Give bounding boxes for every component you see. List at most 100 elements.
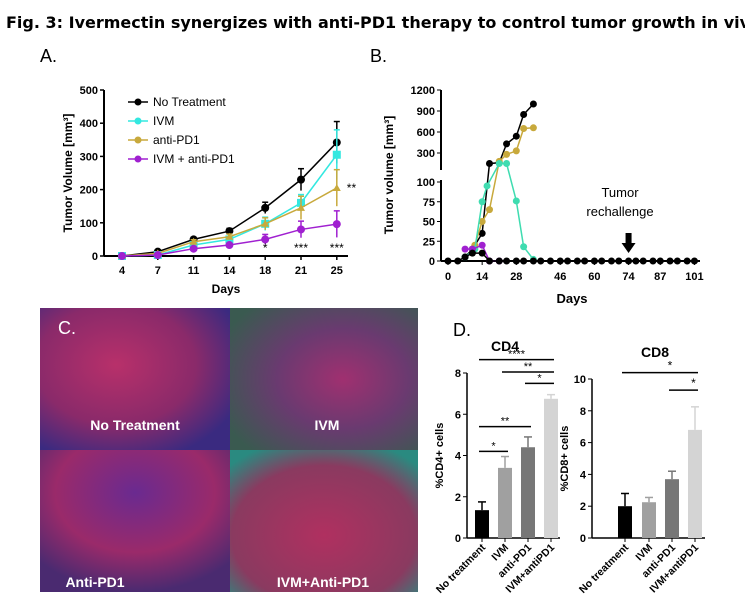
y-tick-label: 100 bbox=[80, 218, 98, 230]
data-point bbox=[225, 227, 234, 236]
bar bbox=[688, 429, 702, 538]
chart-title: CD8 bbox=[641, 344, 669, 360]
data-point bbox=[529, 124, 537, 132]
y-tick-label: 400 bbox=[80, 118, 98, 130]
data-point bbox=[503, 160, 511, 167]
data-point bbox=[590, 257, 598, 265]
panel-a-label: A. bbox=[40, 46, 57, 66]
data-point bbox=[297, 225, 305, 234]
data-point bbox=[332, 220, 341, 229]
data-point bbox=[656, 257, 664, 265]
data-point bbox=[520, 257, 528, 265]
y-axis-label: %CD4+ cells bbox=[434, 423, 446, 489]
data-point bbox=[332, 183, 341, 191]
bar bbox=[544, 398, 558, 538]
y-tick-label: 2 bbox=[455, 492, 461, 504]
y-tick-label: 600 bbox=[417, 127, 435, 139]
data-point bbox=[512, 197, 520, 205]
panel-c-label: C. bbox=[58, 318, 76, 338]
data-point bbox=[537, 257, 545, 265]
x-tick-label: 28 bbox=[510, 271, 522, 283]
x-tick-label: 60 bbox=[588, 271, 600, 283]
x-tick-label: No treatment bbox=[434, 541, 489, 596]
image-ivm bbox=[230, 308, 418, 450]
significance-mark: *** bbox=[330, 241, 344, 255]
x-tick-label: 4 bbox=[119, 265, 126, 277]
y-tick-label: 4 bbox=[455, 451, 462, 463]
label-ivm-anti-pd1: IVM+Anti-PD1 bbox=[277, 574, 369, 590]
data-point bbox=[478, 229, 486, 237]
x-tick-label: 18 bbox=[259, 265, 271, 277]
label-anti-pd1: Anti-PD1 bbox=[65, 574, 124, 590]
y-tick-label: 6 bbox=[580, 438, 586, 450]
data-point bbox=[225, 241, 234, 250]
data-point bbox=[332, 150, 341, 159]
data-point bbox=[485, 206, 493, 214]
bar bbox=[475, 510, 489, 538]
data-point bbox=[261, 203, 270, 212]
y-tick-label: 2 bbox=[580, 501, 586, 513]
x-tick-label: 101 bbox=[685, 271, 703, 283]
significance-mark: * bbox=[691, 376, 696, 390]
label-ivm: IVM bbox=[315, 417, 340, 433]
image-no-treatment bbox=[40, 308, 230, 450]
data-point bbox=[189, 244, 198, 253]
figure-title: Fig. 3: Ivermectin synergizes with anti-… bbox=[6, 13, 745, 32]
x-tick-label: 87 bbox=[654, 271, 666, 283]
data-point bbox=[615, 257, 623, 265]
data-point bbox=[478, 198, 486, 206]
x-tick-label: 11 bbox=[188, 265, 200, 277]
x-tick-label: 46 bbox=[554, 271, 566, 283]
data-point bbox=[632, 257, 640, 265]
x-tick-label: 25 bbox=[331, 265, 343, 277]
data-point bbox=[503, 150, 511, 158]
data-point bbox=[503, 257, 511, 265]
data-point bbox=[478, 218, 486, 225]
y-tick-label: 200 bbox=[80, 185, 98, 197]
data-point bbox=[564, 257, 572, 265]
panel-b-chart: 0 25 50 75 100 300 600 900 1200 0 14 28 46 60 74 87 101 D… bbox=[382, 85, 704, 306]
significance-mark: **** bbox=[508, 349, 526, 361]
data-point bbox=[556, 257, 564, 265]
data-point bbox=[529, 257, 537, 265]
data-point bbox=[512, 257, 520, 265]
data-point bbox=[118, 252, 126, 260]
y-tick-label: 8 bbox=[455, 368, 461, 380]
data-point bbox=[261, 235, 270, 244]
data-point bbox=[529, 100, 537, 108]
chart-title: CD4 bbox=[491, 338, 519, 354]
x-tick-label: 0 bbox=[445, 271, 451, 283]
data-point bbox=[639, 257, 647, 265]
data-point bbox=[495, 257, 503, 265]
significance-mark: ** bbox=[524, 361, 533, 373]
legend-label: IVM + anti-PD1 bbox=[153, 152, 235, 166]
image-anti-pd1 bbox=[40, 450, 230, 592]
bar bbox=[642, 502, 656, 538]
data-point bbox=[461, 245, 469, 253]
data-point bbox=[483, 182, 491, 190]
x-axis-label: Days bbox=[212, 282, 241, 296]
significance-mark: * bbox=[491, 440, 496, 452]
data-point bbox=[454, 257, 462, 265]
y-tick-label: 1200 bbox=[411, 85, 435, 97]
data-point bbox=[683, 257, 691, 265]
y-axis-label: Tumor Volume [mm³] bbox=[61, 114, 75, 233]
data-point bbox=[485, 160, 493, 167]
legend-label: IVM bbox=[153, 114, 174, 128]
bar bbox=[618, 506, 632, 538]
y-tick-label: 0 bbox=[429, 256, 435, 268]
y-tick-label: 50 bbox=[423, 217, 435, 229]
data-point bbox=[444, 257, 452, 265]
data-point bbox=[189, 237, 198, 245]
bar bbox=[498, 467, 512, 538]
panel-a-chart: 0 100 200 300 400 500 4 7 11 14 18 21 25 Days Tumor Vo… bbox=[61, 85, 356, 296]
panel-c-microscopy: C. No Treatment IVM Anti-PD1 IVM+Anti-PD… bbox=[40, 308, 418, 592]
data-point bbox=[598, 257, 606, 265]
data-point bbox=[512, 147, 520, 155]
y-axis-label: Tumor volume [mm³] bbox=[382, 116, 396, 234]
significance-mark: * bbox=[263, 241, 268, 255]
x-tick-label: No treatment bbox=[577, 541, 632, 596]
x-tick-label: 21 bbox=[295, 265, 307, 277]
